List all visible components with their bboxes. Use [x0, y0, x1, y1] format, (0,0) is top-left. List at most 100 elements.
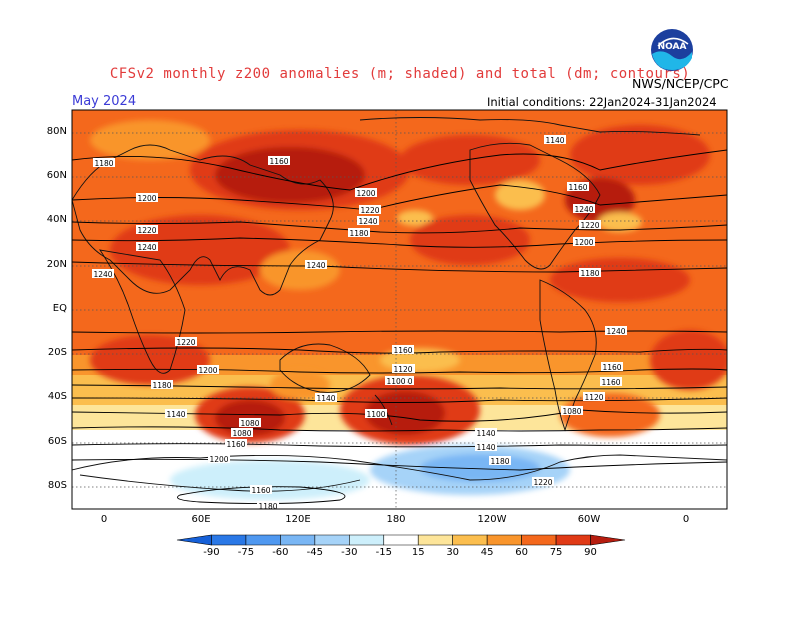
contour-label: 1100	[386, 377, 405, 386]
contour-label-box	[601, 362, 623, 371]
colorbar-segment	[521, 534, 557, 546]
lat-label: 80N	[46, 126, 67, 137]
colorbar-label: -60	[272, 547, 289, 558]
noaa-logo: NOAA	[651, 29, 693, 71]
contour-label: 1120	[584, 393, 603, 402]
contour-label: 1180	[94, 159, 113, 168]
contour-label-box	[532, 477, 554, 486]
colorbar-segment	[590, 534, 626, 546]
contour-label-box	[392, 364, 414, 373]
contour-label: 1100	[366, 410, 385, 419]
lat-label: 40S	[47, 391, 67, 402]
contour-label-box	[544, 135, 566, 144]
colorbar-label: -90	[203, 547, 220, 558]
lat-label: EQ	[52, 303, 67, 314]
lat-label: 20S	[47, 347, 67, 358]
contour-label: 1140	[166, 410, 185, 419]
contour-label: 1220	[580, 221, 599, 230]
contour-label-box	[567, 182, 589, 191]
map-frame	[71, 109, 728, 510]
contour-label-box	[257, 501, 279, 510]
contour-label: 1160	[251, 486, 270, 495]
contour-label-box	[573, 204, 595, 213]
contour-label-box	[385, 376, 407, 385]
contour-label-box	[151, 380, 173, 389]
contour-label: 1140	[316, 394, 335, 403]
contour-label: 1080	[562, 407, 581, 416]
contour-lines	[72, 149, 727, 505]
contour-label-box	[392, 345, 414, 354]
contour-label: 1140	[476, 443, 495, 452]
colorbar-label: 45	[480, 547, 494, 558]
contour-label-box	[583, 392, 605, 401]
contour-label-box	[579, 268, 601, 277]
lon-label: 120W	[477, 514, 507, 525]
colorbar-segment	[349, 534, 385, 546]
colorbar-label: -45	[306, 547, 324, 558]
contour-label-box	[475, 442, 497, 451]
colorbar-label: -30	[341, 547, 358, 558]
contour-label: 1180	[349, 229, 368, 238]
contour-label-box	[600, 377, 622, 386]
initial-conditions: Initial conditions: 22Jan2024-31Jan2024	[487, 95, 717, 109]
chart-title: CFSv2 monthly z200 anomalies (m; shaded)…	[109, 66, 691, 82]
forecast-month: May 2024	[72, 94, 137, 109]
contour-label: 1160	[226, 440, 245, 449]
contour-label-box	[365, 409, 387, 418]
contour-label-box	[268, 156, 290, 165]
contour-label-box	[579, 220, 601, 229]
colorbar-label: 90	[584, 547, 597, 558]
contour-label: 1240	[606, 327, 625, 336]
contour-label: 1240	[574, 205, 593, 214]
contour-label: 1080	[240, 419, 259, 428]
contour-label: 1140	[476, 429, 495, 438]
contour-labels: 1140 1160 1180 1200 1220 1240 1240 1240 1240 1240…	[92, 135, 627, 511]
contour-label: 1200	[209, 455, 228, 464]
contour-label-box	[573, 237, 595, 246]
contour-label: 1240	[137, 243, 156, 252]
contour-label: 1200	[356, 189, 375, 198]
contour-label: 1160	[269, 157, 288, 166]
contour-label: 1240	[93, 270, 112, 279]
colorbar-segment	[452, 534, 488, 546]
lon-label: 0	[100, 514, 108, 525]
contour-label: 1160	[393, 346, 412, 355]
contour-label-box	[250, 485, 272, 494]
colorbar-label: -75	[237, 547, 255, 558]
svg-text:NOAA: NOAA	[658, 42, 687, 52]
colorbar-segment	[383, 534, 419, 546]
contour-label-box	[175, 337, 197, 346]
lat-label: 40N	[46, 214, 67, 225]
contour-label: 1220	[137, 226, 156, 235]
contour-label: 1180	[580, 269, 599, 278]
contour-label: 1240	[358, 217, 377, 226]
contour-label-box	[136, 225, 158, 234]
lat-label: 80S	[47, 480, 67, 491]
colorbar-label: -15	[375, 547, 392, 558]
contour-label-box	[136, 242, 158, 251]
colorbar-segment	[417, 534, 453, 546]
contour-label: 1080	[232, 429, 251, 438]
contour-label-box	[208, 454, 230, 463]
colorbar-label: 75	[549, 547, 563, 558]
lon-label: 180	[386, 514, 406, 525]
colorbar-label: 30	[446, 547, 460, 558]
contour-label-box	[357, 216, 379, 225]
contour-label-box	[225, 439, 247, 448]
colorbar-segment	[555, 534, 591, 546]
colorbar-segment	[245, 534, 281, 546]
colorbar-segment	[176, 534, 212, 546]
contour-label-box	[93, 158, 115, 167]
lat-label: 60N	[46, 170, 67, 181]
contour-label: 1180	[152, 381, 171, 390]
lon-label: 60E	[191, 514, 211, 525]
contour-label: 1200	[137, 194, 156, 203]
contour-label: 1180	[490, 457, 509, 466]
contour-label: 1220	[360, 206, 379, 215]
contour-label-box	[561, 406, 583, 415]
contour-label-box	[239, 418, 261, 427]
contour-label-box	[305, 260, 327, 269]
contour-label-box	[489, 456, 511, 465]
contour-label: 1200	[198, 366, 217, 375]
